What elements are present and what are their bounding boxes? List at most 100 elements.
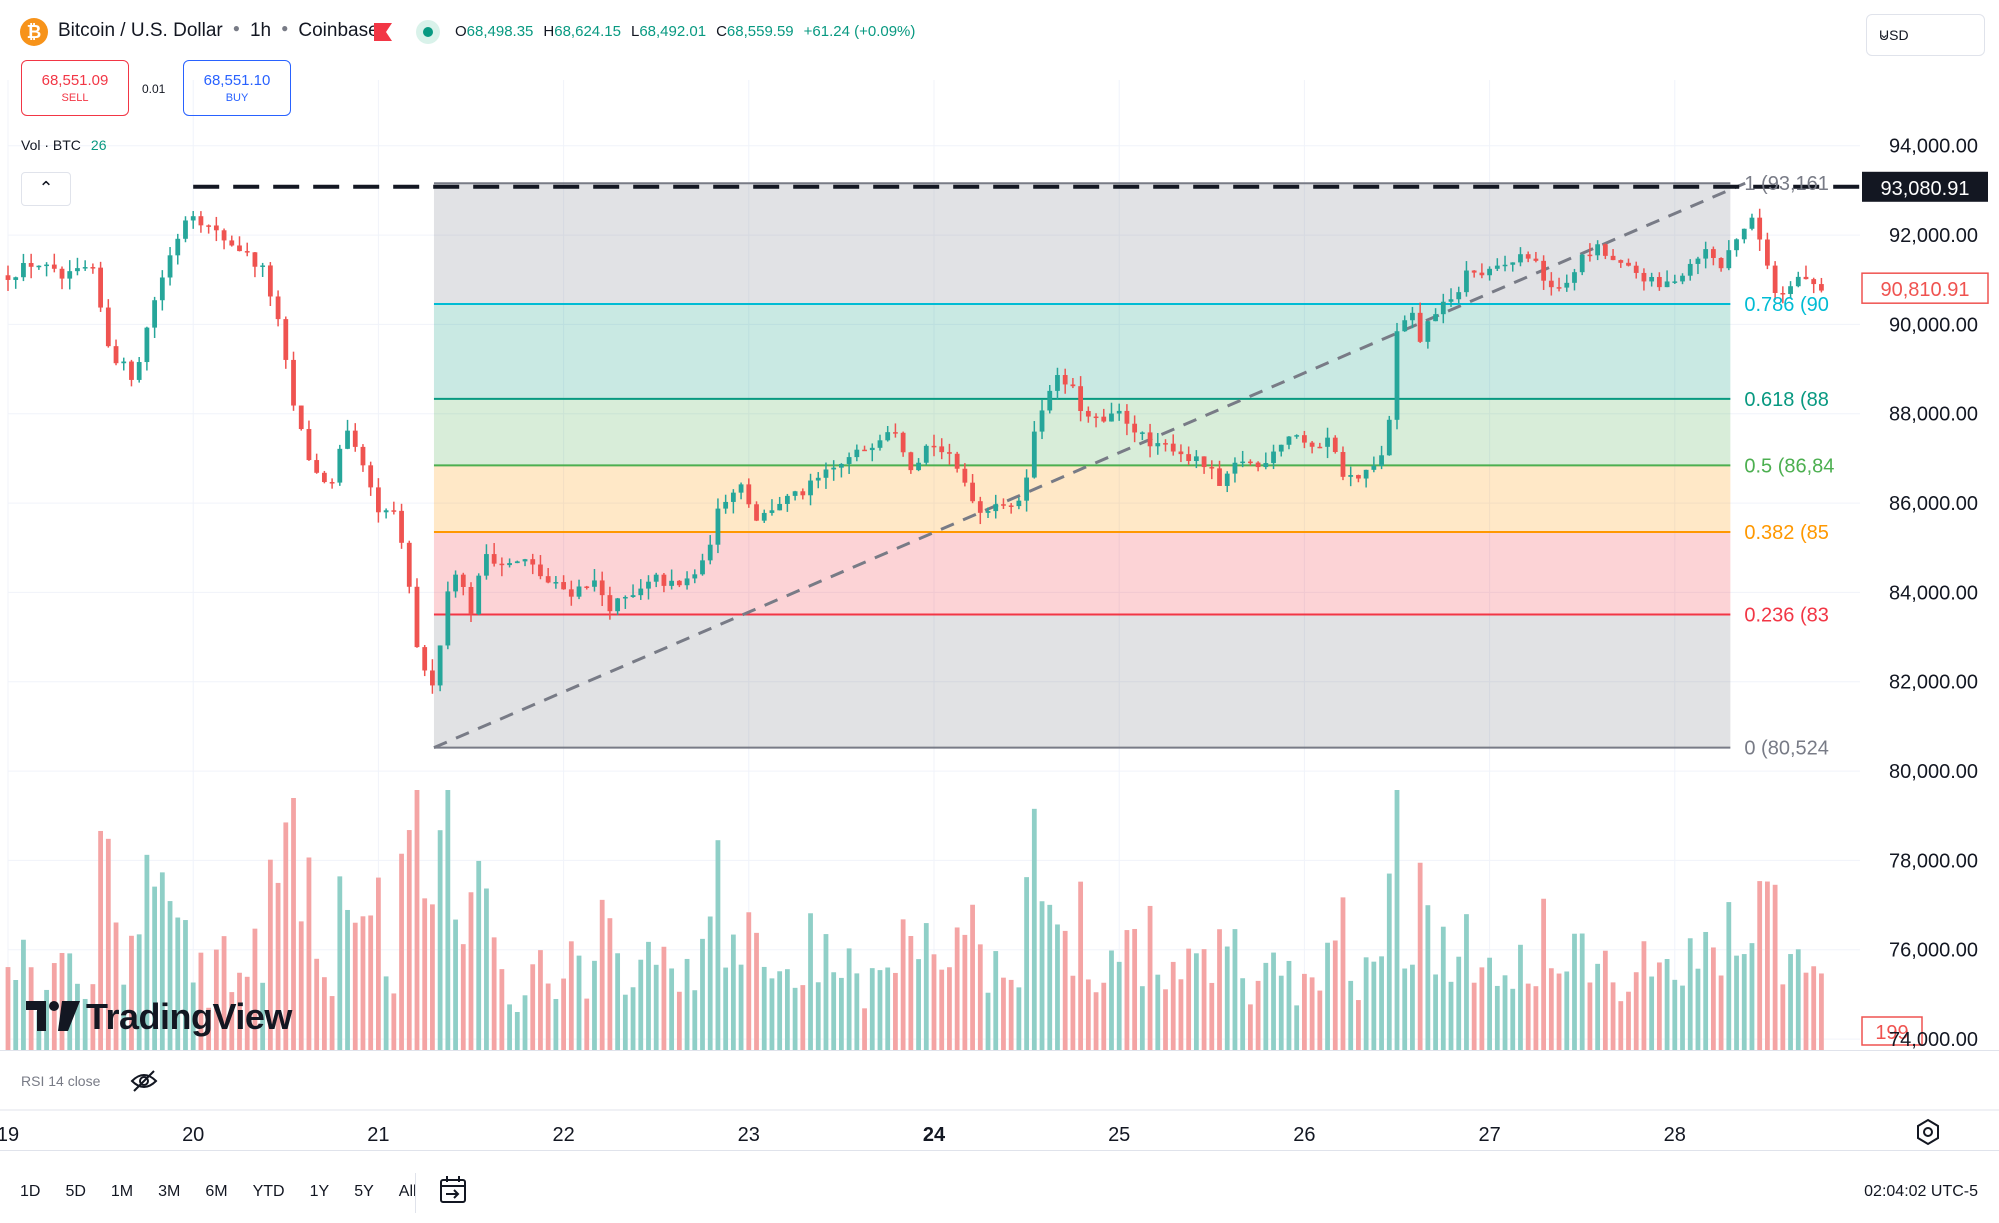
candle-body <box>1502 264 1508 267</box>
candle-body <box>1795 276 1801 287</box>
candle-body <box>1263 463 1269 468</box>
volume-bar <box>1394 790 1400 1050</box>
rsi-pane[interactable]: RSI 14 close <box>0 1050 1999 1111</box>
candle-body <box>977 501 983 513</box>
price-axis: 94,000.00 92,000.00 90,000.00 88,000.00 86,0… <box>1889 136 1978 1051</box>
exchange-label: Coinbase <box>298 20 379 41</box>
sell-button[interactable]: 68,551.09 SELL <box>21 60 129 116</box>
symbol-title[interactable]: Bitcoin / U.S. Dollar ● 1h ● Coinbase <box>58 20 379 41</box>
volume-bar <box>738 964 744 1050</box>
candle-body <box>468 586 474 615</box>
range-6m[interactable]: 6M <box>205 1183 228 1200</box>
volume-bar <box>568 941 574 1050</box>
volume-bar <box>430 904 435 1050</box>
bottom-toolbar: 1D 5D 1M 3M 6M YTD 1Y 5Y All 02:04:02 UTC-5 <box>0 1150 1999 1223</box>
volume-bar <box>484 888 489 1050</box>
volume-bar <box>730 934 736 1050</box>
volume-legend-name: Vol · BTC <box>21 137 81 153</box>
toolbar-divider <box>415 1173 416 1213</box>
candle-body <box>213 225 219 231</box>
calendar-goto-icon[interactable] <box>436 1173 470 1207</box>
range-all[interactable]: All <box>398 1183 417 1200</box>
candle-body <box>1163 443 1168 445</box>
candle-body <box>275 296 281 320</box>
buy-button[interactable]: 68,551.10 BUY <box>183 60 291 116</box>
candle-body <box>769 510 775 513</box>
volume-bar <box>1031 808 1037 1050</box>
volume-bar <box>252 928 258 1050</box>
volume-bar <box>98 830 103 1050</box>
volume-bar <box>1803 972 1809 1050</box>
gear-icon[interactable] <box>1914 1118 1942 1146</box>
candle-body <box>1193 456 1199 461</box>
candle-body <box>715 508 721 545</box>
volume-bar <box>916 959 921 1050</box>
candle-body <box>345 430 350 449</box>
fib-level-label: 0.5 (86,84 <box>1744 455 1834 477</box>
volume-bar <box>761 966 767 1050</box>
volume-bar <box>784 969 790 1050</box>
fib-level-label: 0.236 (83 <box>1744 604 1829 626</box>
range-1y[interactable]: 1Y <box>309 1183 330 1200</box>
range-5d[interactable]: 5D <box>65 1183 86 1200</box>
y-tick-label: 88,000.00 <box>1889 404 1978 426</box>
candle-body <box>1695 258 1701 264</box>
volume-bar <box>460 944 466 1050</box>
candle-body <box>808 480 813 496</box>
timezone-clock[interactable]: 02:04:02 UTC-5 <box>1864 1183 1978 1200</box>
candlestick-series <box>5 208 1824 694</box>
candle-body <box>815 477 821 481</box>
volume-bar <box>399 853 404 1050</box>
fib-zone <box>433 614 1731 748</box>
volume-bar <box>1440 926 1446 1050</box>
candle-body <box>105 307 111 347</box>
candle-body <box>406 542 412 587</box>
volume-bar <box>746 912 752 1050</box>
candle-body <box>692 574 698 579</box>
candle-body <box>82 267 88 269</box>
volume-bar <box>383 976 389 1050</box>
candle-body <box>1610 255 1616 261</box>
volume-bar <box>1147 905 1153 1050</box>
volume-bar <box>337 876 343 1050</box>
range-1m[interactable]: 1M <box>110 1183 134 1200</box>
candle-body <box>669 580 675 586</box>
range-3m[interactable]: 3M <box>158 1183 181 1200</box>
volume-bar <box>777 971 783 1050</box>
volume-bar <box>144 854 150 1050</box>
volume-bar <box>406 830 412 1050</box>
range-1d[interactable]: 1D <box>20 1183 41 1200</box>
volume-bar <box>1217 929 1222 1050</box>
candle-body <box>522 559 528 562</box>
volume-bar <box>1664 958 1670 1050</box>
volume-bar <box>1641 941 1647 1050</box>
eye-off-icon[interactable] <box>130 1069 158 1093</box>
fib-zone <box>433 303 1731 399</box>
volume-bar <box>229 992 235 1050</box>
candle-body <box>75 268 80 272</box>
volume-bar <box>198 952 204 1050</box>
candle-body <box>599 580 605 596</box>
volume-bar <box>985 992 991 1050</box>
candle-body <box>1132 423 1138 433</box>
volume-bar <box>1564 971 1570 1050</box>
candle-body <box>630 595 636 597</box>
interval-label[interactable]: 1h <box>249 20 272 41</box>
candle-body <box>1749 217 1755 229</box>
candle-body <box>1494 265 1500 269</box>
volume-bar <box>1772 884 1778 1050</box>
volume-bar <box>314 958 320 1050</box>
buy-label: BUY <box>225 92 249 104</box>
ohlc-readout: O68,498.35 H68,624.15 L68,492.01 C68,559.59… <box>455 23 916 40</box>
volume-bar <box>206 1007 212 1050</box>
range-ytd[interactable]: YTD <box>252 1183 285 1200</box>
range-5y[interactable]: 5Y <box>354 1183 374 1200</box>
flag-icon[interactable] <box>372 22 394 42</box>
bitcoin-icon: ₿ <box>20 18 48 46</box>
collapse-legend-button[interactable]: ⌃ <box>21 172 71 206</box>
volume-bar <box>260 982 266 1050</box>
candle-body <box>1109 413 1114 422</box>
volume-bar <box>44 989 49 1050</box>
currency-select[interactable]: USD ⌄ <box>1866 14 1985 56</box>
